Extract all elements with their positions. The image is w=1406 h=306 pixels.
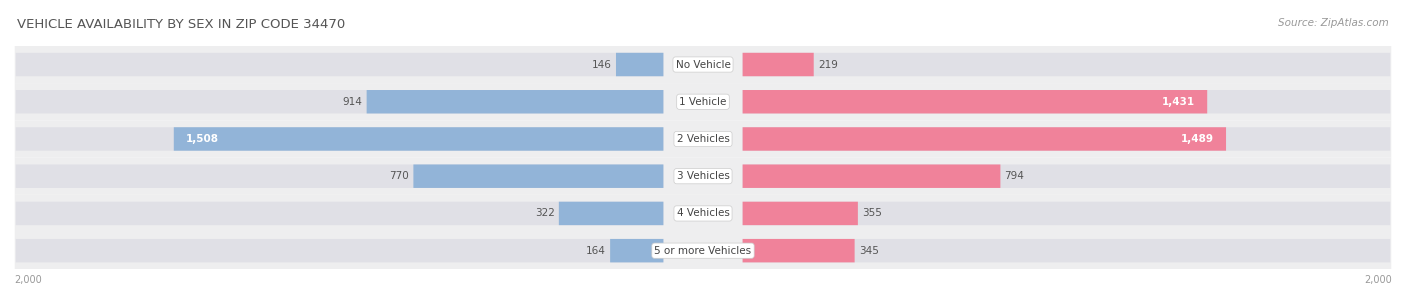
FancyBboxPatch shape xyxy=(367,90,664,114)
FancyBboxPatch shape xyxy=(15,165,664,188)
Text: 355: 355 xyxy=(862,208,882,218)
FancyBboxPatch shape xyxy=(15,53,664,76)
FancyBboxPatch shape xyxy=(742,90,1208,114)
FancyBboxPatch shape xyxy=(558,202,664,225)
FancyBboxPatch shape xyxy=(742,165,1391,188)
FancyBboxPatch shape xyxy=(742,165,1001,188)
Text: Source: ZipAtlas.com: Source: ZipAtlas.com xyxy=(1278,18,1389,28)
Text: 1,489: 1,489 xyxy=(1181,134,1213,144)
Text: 1,508: 1,508 xyxy=(186,134,219,144)
Text: 4 Vehicles: 4 Vehicles xyxy=(676,208,730,218)
FancyBboxPatch shape xyxy=(14,232,1392,269)
FancyBboxPatch shape xyxy=(14,158,1392,195)
FancyBboxPatch shape xyxy=(742,239,1391,262)
FancyBboxPatch shape xyxy=(14,120,1392,158)
FancyBboxPatch shape xyxy=(15,202,664,225)
FancyBboxPatch shape xyxy=(742,127,1391,151)
FancyBboxPatch shape xyxy=(14,46,1392,83)
FancyBboxPatch shape xyxy=(15,239,664,262)
Text: 914: 914 xyxy=(343,97,363,107)
Text: 146: 146 xyxy=(592,59,612,69)
FancyBboxPatch shape xyxy=(15,127,664,151)
Text: 1 Vehicle: 1 Vehicle xyxy=(679,97,727,107)
Text: 345: 345 xyxy=(859,246,879,256)
FancyBboxPatch shape xyxy=(616,53,664,76)
Text: 5 or more Vehicles: 5 or more Vehicles xyxy=(654,246,752,256)
Text: VEHICLE AVAILABILITY BY SEX IN ZIP CODE 34470: VEHICLE AVAILABILITY BY SEX IN ZIP CODE … xyxy=(17,18,344,31)
Text: 1,431: 1,431 xyxy=(1161,97,1195,107)
Text: 2,000: 2,000 xyxy=(1364,275,1392,285)
Text: 2 Vehicles: 2 Vehicles xyxy=(676,134,730,144)
FancyBboxPatch shape xyxy=(610,239,664,262)
Text: 770: 770 xyxy=(389,171,409,181)
FancyBboxPatch shape xyxy=(15,90,664,114)
Text: 794: 794 xyxy=(1004,171,1025,181)
FancyBboxPatch shape xyxy=(742,239,855,262)
FancyBboxPatch shape xyxy=(742,90,1391,114)
FancyBboxPatch shape xyxy=(742,202,1391,225)
Text: 3 Vehicles: 3 Vehicles xyxy=(676,171,730,181)
FancyBboxPatch shape xyxy=(14,83,1392,120)
FancyBboxPatch shape xyxy=(742,202,858,225)
FancyBboxPatch shape xyxy=(742,53,1391,76)
Text: No Vehicle: No Vehicle xyxy=(675,59,731,69)
FancyBboxPatch shape xyxy=(174,127,664,151)
FancyBboxPatch shape xyxy=(742,53,814,76)
FancyBboxPatch shape xyxy=(742,127,1226,151)
Text: 322: 322 xyxy=(534,208,555,218)
FancyBboxPatch shape xyxy=(14,195,1392,232)
Text: 164: 164 xyxy=(586,246,606,256)
Text: 2,000: 2,000 xyxy=(14,275,42,285)
Text: 219: 219 xyxy=(818,59,838,69)
FancyBboxPatch shape xyxy=(413,165,664,188)
